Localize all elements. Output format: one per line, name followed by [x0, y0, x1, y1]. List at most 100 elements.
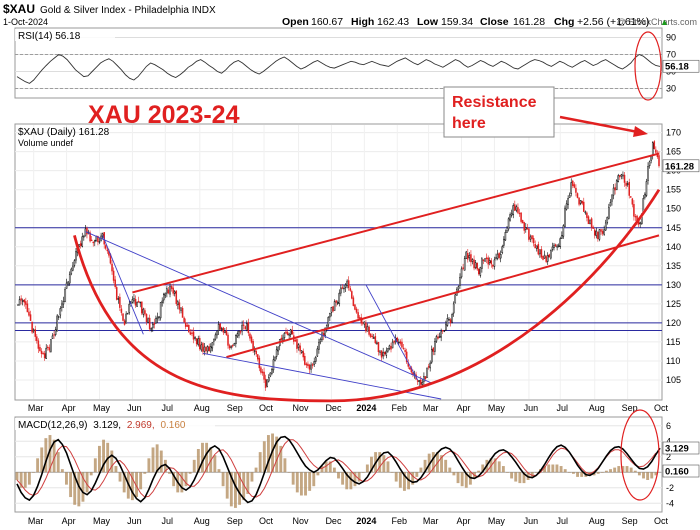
- candle-body: [427, 366, 430, 368]
- candle-body: [593, 229, 596, 236]
- candle-body: [34, 329, 37, 337]
- candle-body: [235, 335, 237, 345]
- candle-body: [260, 367, 262, 373]
- macd-histogram-bar: [258, 452, 262, 473]
- candle-body: [554, 244, 557, 247]
- macd-histogram-bar: [332, 467, 336, 473]
- macd-histogram-bar: [23, 472, 27, 488]
- macd-histogram-bar: [266, 435, 270, 473]
- candle-body: [653, 141, 656, 150]
- candle-body: [128, 303, 131, 313]
- macd-histogram-bar: [40, 447, 44, 473]
- candle-body: [217, 323, 220, 331]
- candle-body: [626, 183, 629, 185]
- candle-body: [644, 193, 646, 198]
- candle-body: [180, 307, 182, 311]
- candle-body: [119, 296, 121, 308]
- candle-body: [366, 326, 369, 332]
- price-tick-label: 115: [666, 337, 680, 347]
- candle-body: [51, 335, 54, 339]
- macd-title-label: MACD(12,26,9): [18, 420, 87, 431]
- rsi-tick-label: 70: [666, 50, 676, 60]
- candle-body: [507, 218, 510, 230]
- candle-body: [398, 341, 400, 344]
- macd-histogram-bar: [163, 459, 167, 473]
- candle-body: [467, 252, 469, 260]
- candle-body: [75, 251, 77, 261]
- candle-body: [623, 174, 626, 183]
- candle-body: [333, 301, 336, 311]
- candle-body: [501, 246, 504, 254]
- candle-body: [446, 318, 449, 326]
- candle-body: [346, 280, 348, 286]
- macd-histogram-bar: [250, 472, 254, 482]
- candle-body: [471, 259, 474, 262]
- candle-body: [266, 379, 268, 387]
- rsi-line: [16, 53, 661, 84]
- candle-body: [360, 317, 362, 324]
- candle-body: [423, 376, 425, 382]
- candle-body: [416, 380, 419, 382]
- candle-body: [67, 281, 69, 284]
- candle-body: [457, 286, 460, 290]
- candle-body: [139, 301, 142, 304]
- candle-body: [340, 287, 342, 294]
- macd-histogram-bar: [81, 472, 85, 502]
- candle-body: [420, 379, 422, 385]
- trendline-down-channel-mid: [102, 235, 144, 335]
- macd-histogram-bar: [89, 472, 93, 476]
- macd-histogram-bar: [130, 472, 134, 501]
- candle-body: [383, 351, 386, 355]
- candle-body: [159, 302, 162, 319]
- macd-histogram-bar: [547, 464, 551, 473]
- price-candles: [17, 140, 660, 391]
- macd-histogram-bar: [295, 472, 299, 493]
- candle-body: [628, 181, 630, 196]
- candle-body: [90, 239, 93, 242]
- macd-histogram-bar: [534, 472, 538, 473]
- candle-body: [515, 206, 518, 211]
- candle-body: [98, 241, 101, 243]
- candle-body: [153, 322, 156, 325]
- candle-body: [586, 212, 588, 218]
- macd-histogram-bar: [159, 450, 163, 473]
- macd-histogram-bar: [188, 472, 192, 474]
- candle-body: [238, 330, 240, 336]
- price-tick-label: 165: [666, 147, 681, 157]
- candle-body: [611, 194, 613, 202]
- price-tick-label: 105: [666, 375, 681, 385]
- candle-body: [645, 181, 648, 196]
- candle-body: [280, 337, 283, 341]
- macd-histogram-bar: [139, 472, 143, 490]
- candle-body: [510, 213, 513, 216]
- candle-body: [633, 204, 635, 217]
- rsi-last-value-box: [662, 59, 700, 73]
- candle-body: [520, 212, 522, 222]
- macd-histogram-bar: [184, 472, 188, 487]
- candle-body: [120, 308, 123, 313]
- macd-histogram-bar: [477, 470, 481, 473]
- candle-body: [506, 230, 508, 233]
- chg-value: +2.56 (+1.61%): [577, 16, 649, 28]
- candle-body: [454, 294, 457, 304]
- candle-body: [231, 345, 234, 347]
- candle-body: [409, 367, 411, 370]
- price-x-tick-label: Mar: [423, 403, 439, 413]
- candle-body: [117, 298, 120, 300]
- candle-body: [368, 326, 370, 335]
- candle-body: [194, 337, 196, 339]
- macd-histogram-bar: [143, 472, 147, 474]
- macd-histogram-bar: [621, 466, 625, 473]
- macd-histogram-bar: [56, 452, 60, 473]
- candle-body: [630, 196, 632, 198]
- macd-title-macd: 3.129,: [93, 420, 121, 431]
- price-gridlines: [15, 125, 662, 399]
- candle-body: [230, 346, 232, 348]
- trendline-down-channel-top: [85, 231, 434, 385]
- candle-body: [47, 346, 49, 349]
- candle-body: [352, 297, 355, 306]
- candle-body: [344, 284, 347, 288]
- macd-histogram-bar: [650, 472, 654, 479]
- candle-body: [526, 228, 529, 230]
- rsi-tick-label: 30: [666, 84, 676, 94]
